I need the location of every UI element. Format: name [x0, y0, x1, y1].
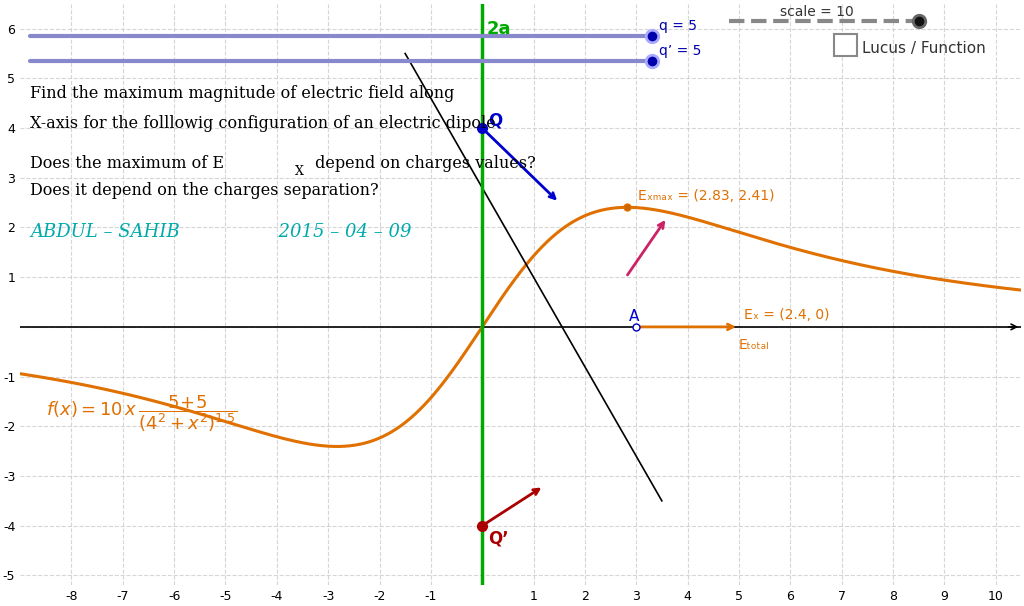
Text: q = 5: q = 5: [659, 19, 697, 33]
Text: Q’: Q’: [488, 529, 509, 547]
Text: 2015 – 04 – 09: 2015 – 04 – 09: [266, 224, 411, 241]
Text: q’ = 5: q’ = 5: [659, 44, 701, 58]
Text: X-axis for the folllowig configuration of an electric dipole: X-axis for the folllowig configuration o…: [31, 115, 497, 132]
Text: depend on charges values?: depend on charges values?: [310, 155, 536, 172]
Text: Q: Q: [488, 112, 503, 130]
Bar: [834, 33, 857, 56]
Text: Eₜₒₜₐₗ: Eₜₒₜₐₗ: [739, 338, 769, 352]
Text: ABDUL – SAHIB: ABDUL – SAHIB: [31, 224, 180, 241]
Text: Does it depend on the charges separation?: Does it depend on the charges separation…: [31, 182, 379, 199]
Text: X: X: [295, 165, 304, 178]
Text: Eₓₘₐₓ = (2.83, 2.41): Eₓₘₐₓ = (2.83, 2.41): [638, 188, 774, 202]
Text: scale = 10: scale = 10: [780, 5, 854, 19]
Text: Does the maximum of E: Does the maximum of E: [31, 155, 224, 172]
Text: Eₓ = (2.4, 0): Eₓ = (2.4, 0): [744, 308, 829, 322]
Text: Find the maximum magnitude of electric field along: Find the maximum magnitude of electric f…: [31, 85, 455, 102]
Text: 2a: 2a: [486, 19, 511, 38]
Text: $f(x)  =  10\,x\,\dfrac{5\!+\!5}{(4^2+x^2)^{1.5}}$: $f(x) = 10\,x\,\dfrac{5\!+\!5}{(4^2+x^2)…: [46, 394, 238, 435]
Text: Lucus / Function: Lucus / Function: [862, 41, 986, 56]
Text: A: A: [629, 309, 639, 324]
